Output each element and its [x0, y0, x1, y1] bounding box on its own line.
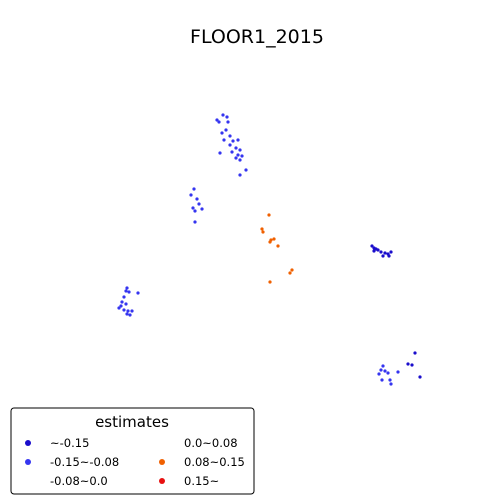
data-point: [117, 306, 121, 310]
data-point: [236, 138, 240, 142]
data-point: [195, 197, 199, 201]
data-point: [372, 249, 376, 253]
data-point: [389, 382, 393, 386]
data-point: [244, 168, 248, 172]
data-point: [200, 207, 204, 211]
data-point: [410, 363, 414, 367]
data-point: [238, 173, 242, 177]
legend: estimates ~-0.15 -0.15~-0.08 -0.08~0.0 0.0~…: [10, 407, 255, 495]
data-point: [260, 227, 264, 231]
data-point: [381, 254, 385, 258]
data-point: [189, 193, 193, 197]
data-point: [122, 295, 126, 299]
data-point: [267, 213, 271, 217]
data-point: [222, 138, 226, 142]
data-point: [387, 254, 391, 258]
data-point: [380, 378, 384, 382]
data-point: [272, 237, 276, 241]
legend-marker: [159, 459, 165, 465]
data-point: [226, 120, 230, 124]
data-point: [377, 372, 381, 376]
data-point: [193, 209, 197, 213]
data-point: [127, 290, 131, 294]
data-point: [381, 364, 385, 368]
legend-marker: [159, 478, 165, 484]
data-point: [126, 309, 130, 313]
data-point: [238, 148, 242, 152]
data-point: [236, 153, 240, 157]
data-point: [193, 220, 197, 224]
points-layer: [117, 113, 422, 386]
data-point: [124, 302, 128, 306]
data-point: [370, 244, 374, 248]
legend-label: 0.15~: [184, 474, 219, 488]
data-point: [406, 362, 410, 366]
legend-label: -0.08~0.0: [50, 474, 108, 488]
data-point: [268, 280, 272, 284]
data-point: [234, 146, 238, 150]
data-point: [383, 251, 387, 255]
data-point: [379, 368, 383, 372]
data-point: [192, 187, 196, 191]
legend-label: 0.0~0.08: [184, 436, 238, 450]
data-point: [418, 375, 422, 379]
data-point: [389, 250, 393, 254]
legend-marker: [159, 440, 165, 446]
legend-title: estimates: [95, 413, 169, 431]
legend-marker: [25, 459, 31, 465]
data-point: [261, 230, 265, 234]
legend-label: ~-0.15: [50, 436, 89, 450]
data-point: [221, 113, 225, 117]
data-point: [276, 244, 280, 248]
data-point: [234, 156, 238, 160]
data-point: [388, 378, 392, 382]
data-point: [191, 206, 195, 210]
data-point: [288, 271, 292, 275]
data-point: [124, 289, 128, 293]
data-point: [376, 248, 380, 252]
data-point: [122, 308, 126, 312]
legend-frame: [10, 407, 255, 495]
data-point: [218, 151, 222, 155]
legend-label: -0.15~-0.08: [50, 455, 119, 469]
data-point: [413, 351, 417, 355]
data-point: [125, 312, 129, 316]
data-point: [230, 150, 234, 154]
data-point: [228, 143, 232, 147]
data-point: [224, 128, 228, 132]
data-point: [197, 202, 201, 206]
data-point: [231, 139, 235, 143]
data-point: [119, 304, 123, 308]
data-point: [220, 131, 224, 135]
data-point: [125, 286, 129, 290]
data-point: [217, 120, 221, 124]
legend-marker: [25, 440, 31, 446]
data-point: [225, 115, 229, 119]
data-point: [238, 158, 242, 162]
legend-label: 0.08~0.15: [184, 455, 245, 469]
data-point: [383, 369, 387, 373]
data-point: [120, 300, 124, 304]
data-point: [386, 371, 390, 375]
data-point: [130, 309, 134, 313]
data-point: [136, 291, 140, 295]
data-point: [379, 250, 383, 254]
data-point: [128, 313, 132, 317]
data-point: [240, 154, 244, 158]
data-point: [290, 268, 294, 272]
data-point: [268, 240, 272, 244]
chart-title: FLOOR1_2015: [190, 26, 324, 48]
data-point: [228, 134, 232, 138]
data-point: [215, 118, 219, 122]
data-point: [396, 370, 400, 374]
legend-entries: ~-0.15 -0.15~-0.08 -0.08~0.0 0.0~0.08 0.08~0…: [25, 436, 245, 488]
legend-marker: [25, 478, 31, 484]
